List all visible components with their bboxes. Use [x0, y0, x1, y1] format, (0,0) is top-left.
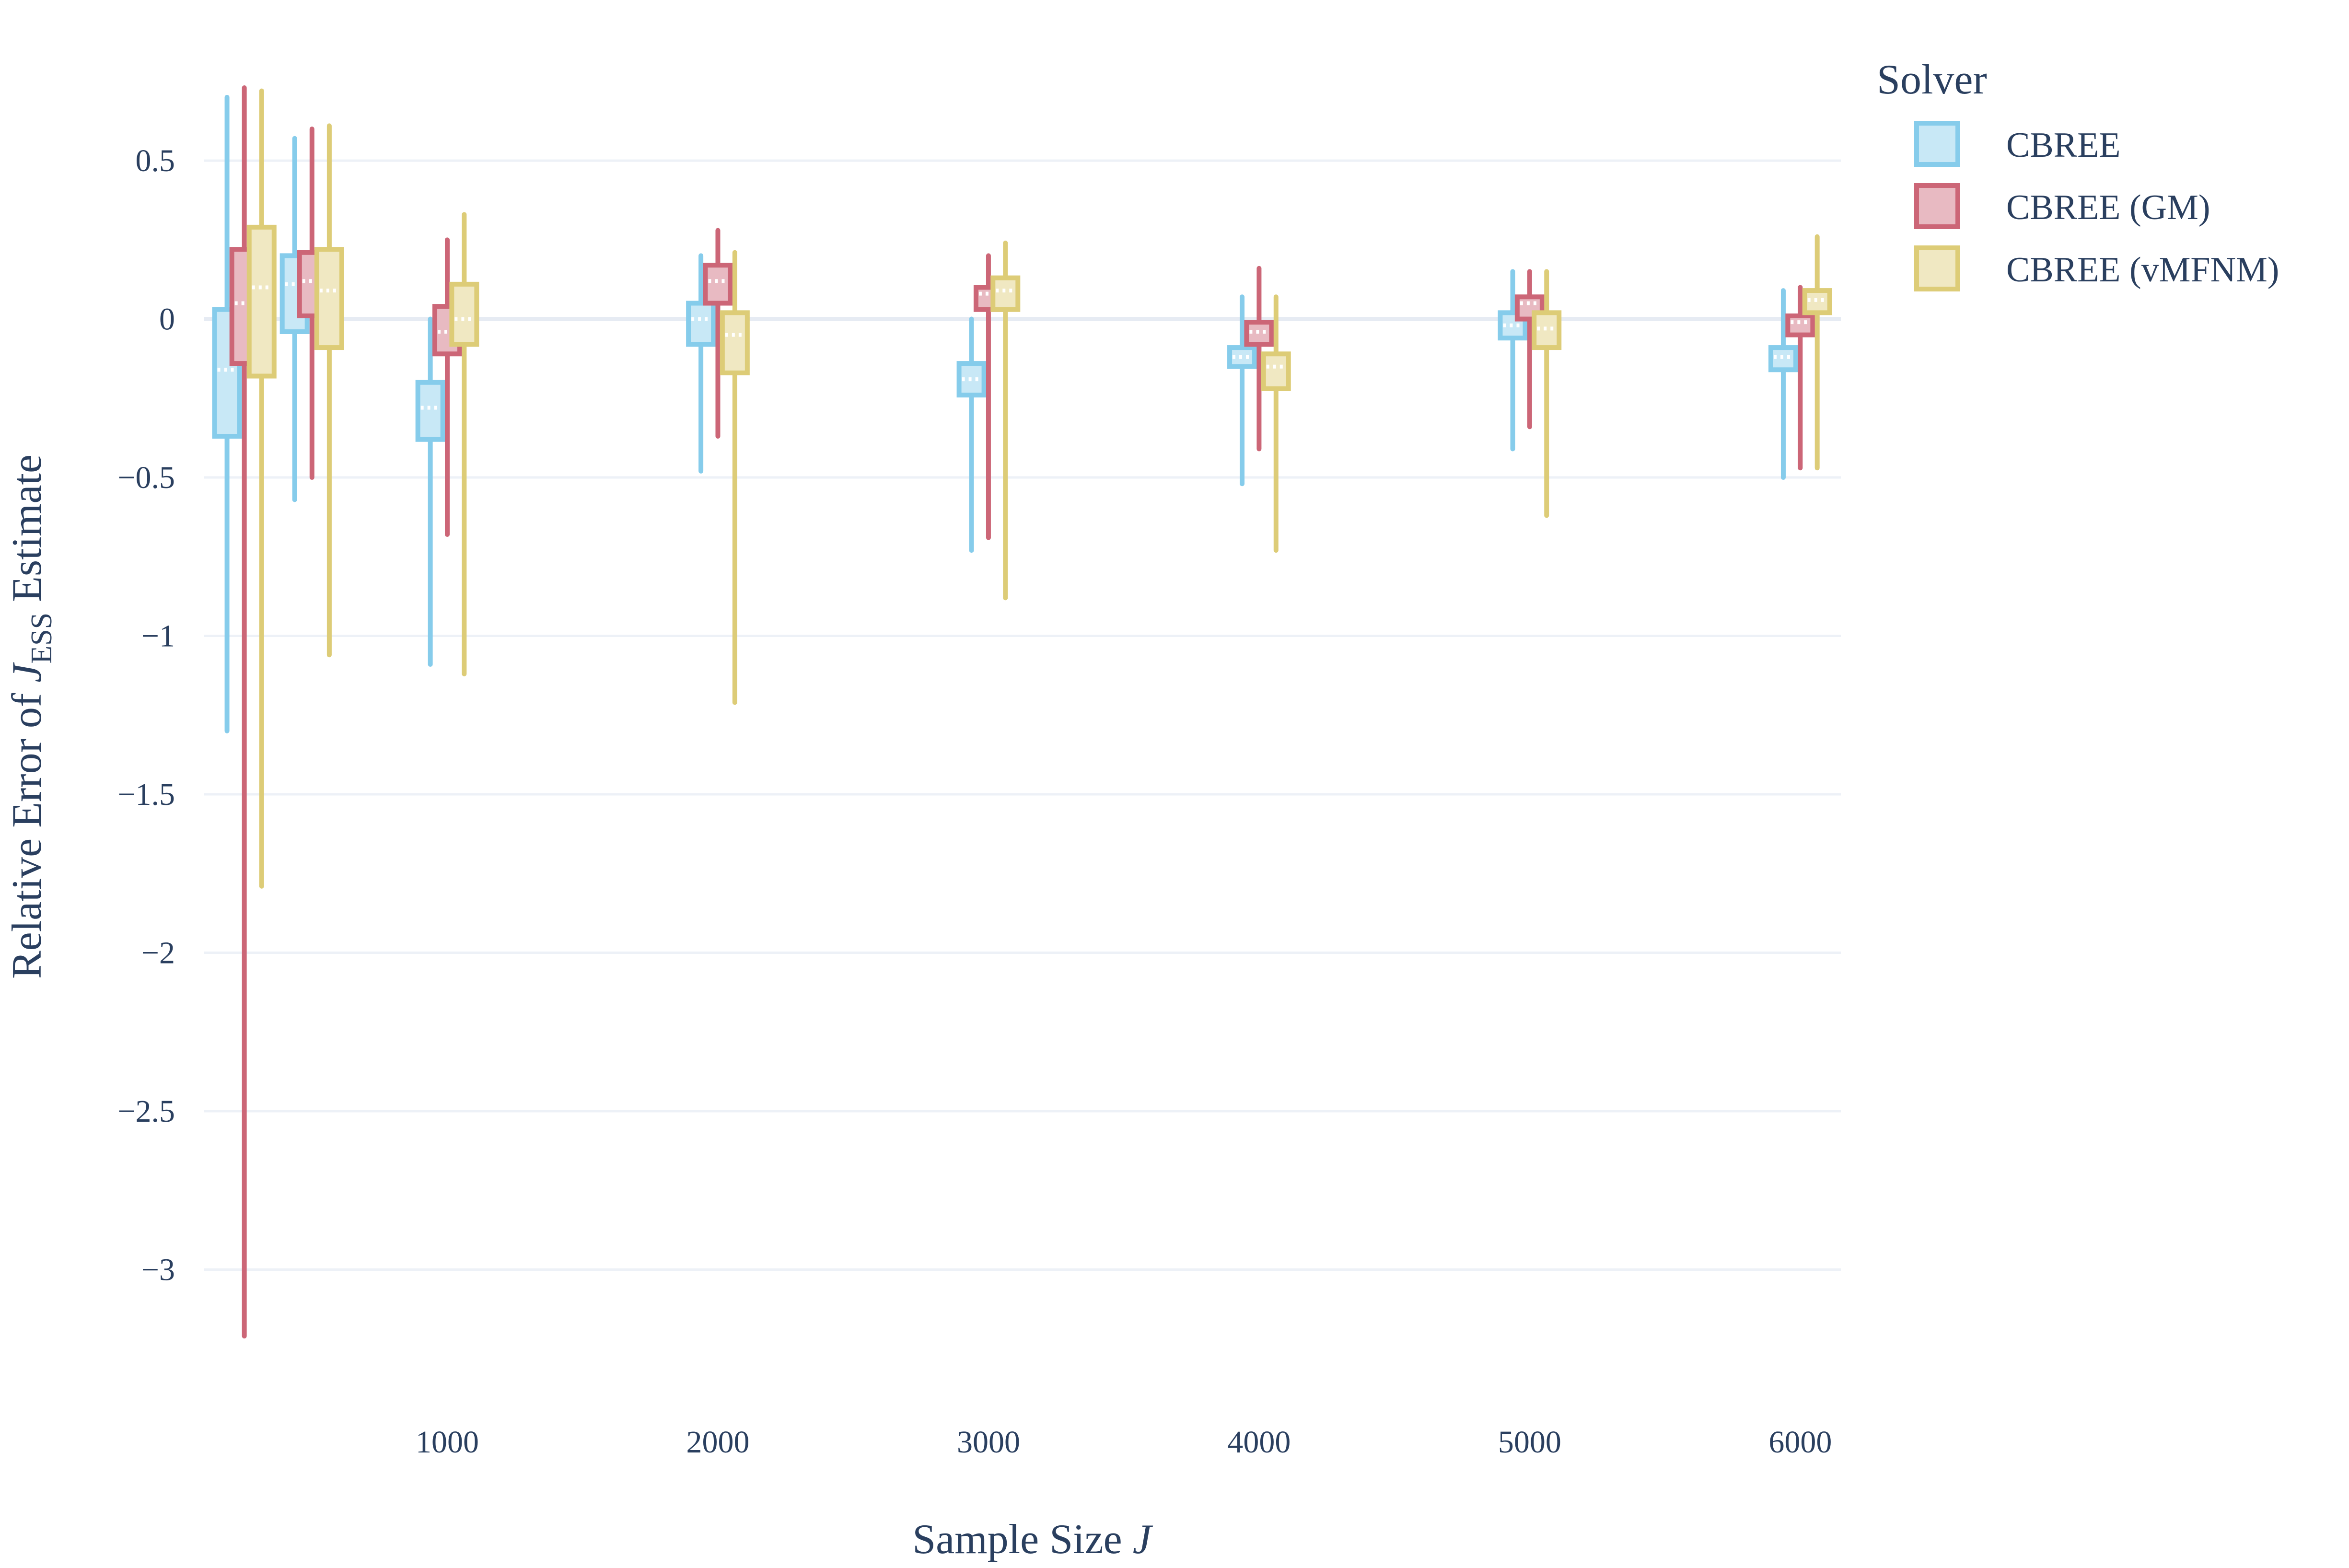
box-mark [1498, 269, 1528, 452]
y-tick-label: 0 [159, 302, 175, 337]
y-axis-title-suffix: Estimate [4, 454, 50, 613]
x-tick-label: 5000 [1498, 1425, 1561, 1460]
y-axis-title: Relative Error of JESS Estimate [4, 454, 58, 979]
box-fill [705, 265, 731, 303]
box-mark [703, 228, 733, 439]
x-tick-label: 2000 [686, 1425, 749, 1460]
x-tick-label: 4000 [1227, 1425, 1291, 1460]
box-fill [993, 278, 1018, 310]
box-body [720, 310, 750, 375]
box-mark [279, 136, 310, 502]
x-axis-title-var: J [1133, 1516, 1153, 1563]
box-mark [415, 316, 445, 667]
legend-label: CBREE [2006, 126, 2120, 165]
box-mark [1532, 269, 1562, 518]
x-tick-label: 3000 [957, 1425, 1020, 1460]
y-tick-label: −0.5 [117, 460, 175, 495]
y-tick-label: −2.5 [117, 1094, 175, 1129]
y-axis-title-var: J [4, 662, 50, 683]
box-body [314, 247, 344, 350]
box-body [990, 275, 1021, 312]
box-mark [432, 237, 463, 537]
box-fill [1263, 354, 1289, 389]
box-fill [418, 382, 443, 440]
box-body [415, 380, 445, 442]
box-fill [249, 227, 274, 376]
box-body [703, 263, 733, 306]
box-mark [720, 250, 750, 705]
legend-label: CBREE (vMFNM) [2006, 250, 2279, 290]
box-body [686, 301, 716, 347]
box-mark [686, 253, 716, 474]
series-cbree-gm [229, 85, 1815, 1339]
legend-item[interactable]: CBREE (GM) [1914, 183, 2210, 229]
x-axis-title: Sample Size J [912, 1516, 1153, 1563]
box-mark [1261, 294, 1291, 553]
y-tick-label: −3 [141, 1252, 175, 1287]
box-fill [688, 303, 714, 345]
box-mark [1768, 288, 1798, 480]
y-axis-title-sub: ESS [25, 613, 58, 664]
legend-items: CBREE CBREE (GM) CBREE (vMFNM) [1914, 121, 2279, 291]
legend: Solver CBREE CBREE (GM) CBREE (vMFNM) [1877, 57, 2279, 291]
box-mark [956, 316, 987, 553]
y-tick-label: −1.5 [117, 777, 175, 812]
box-mark [246, 88, 277, 889]
box-mark [1227, 294, 1257, 487]
y-axis-title-text: Relative Error of [4, 683, 50, 979]
legend-swatch [1914, 183, 1960, 229]
axis-layer: −3 −2.5 −2 −1.5 −1 −0.5 0 0.5 1000 2000 3000 4000 50… [117, 143, 1832, 1460]
x-axis-title-text: Sample Size [912, 1516, 1132, 1563]
box-mark [1802, 234, 1832, 471]
legend-label: CBREE (GM) [2006, 188, 2210, 227]
x-tick-label: 1000 [416, 1425, 479, 1460]
y-tick-label: −2 [141, 936, 175, 971]
legend-swatch [1914, 121, 1960, 167]
box-fill [452, 284, 477, 345]
legend-item[interactable]: CBREE [1914, 121, 2120, 167]
legend-title: Solver [1877, 57, 1987, 103]
box-fill [1788, 315, 1813, 335]
legend-item[interactable]: CBREE (vMFNM) [1914, 245, 2279, 291]
box-body [1261, 351, 1291, 391]
box-layer [212, 85, 1832, 1339]
box-fill [316, 249, 342, 348]
box-mark [1785, 285, 1815, 471]
box-mark [314, 123, 344, 658]
series-cbree-vmfnm [246, 88, 1832, 889]
box-mark [449, 212, 479, 676]
legend-swatch [1914, 245, 1960, 291]
box-body [1785, 313, 1815, 337]
box-mark [990, 240, 1021, 601]
box-mark [1244, 266, 1274, 452]
x-tick-label: 6000 [1768, 1425, 1832, 1460]
box-body [246, 224, 277, 379]
y-tick-label: −1 [141, 619, 175, 654]
box-body [449, 281, 479, 347]
y-tick-label: 0.5 [136, 143, 175, 178]
box-fill [722, 313, 747, 373]
